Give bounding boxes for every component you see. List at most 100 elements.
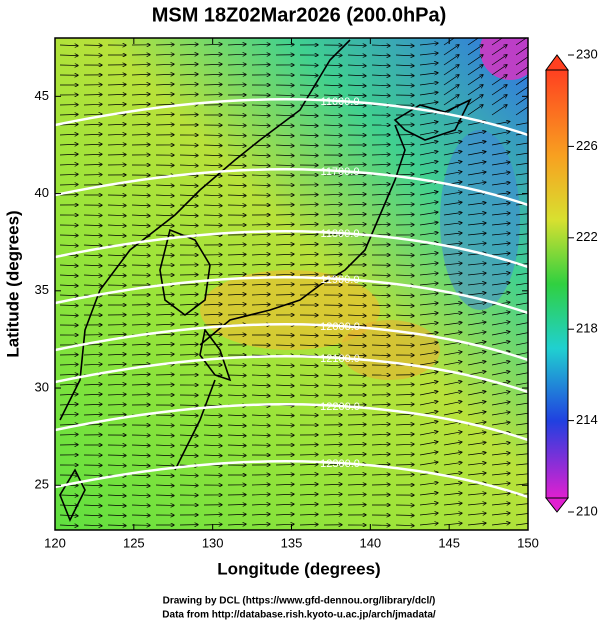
wind-arrow [83, 354, 102, 355]
wind-arrow [107, 525, 126, 526]
wind-arrow [59, 174, 78, 175]
wind-arrow [491, 443, 510, 446]
wind-arrow [347, 85, 366, 86]
wind-arrow [107, 354, 126, 355]
wind-arrow [419, 122, 438, 126]
wind-arrow [467, 381, 486, 386]
wind-arrow [83, 384, 102, 385]
wind-arrow [179, 195, 198, 196]
wind-arrow [515, 183, 528, 186]
wind-arrow [59, 184, 78, 185]
wind-arrow [131, 364, 150, 365]
wind-arrow [419, 212, 438, 216]
wind-arrow [299, 385, 318, 386]
colorbar-tick-label: 210 [576, 503, 598, 518]
wind-arrow [251, 365, 270, 366]
wind-arrow [467, 95, 483, 106]
wind-arrow [227, 314, 246, 315]
contour [55, 230, 528, 269]
wind-arrow [371, 414, 390, 415]
wind-arrow [491, 132, 510, 136]
wind-arrow [203, 175, 222, 176]
wind-arrow [251, 375, 270, 376]
wind-arrow [155, 445, 174, 446]
wind-arrow [227, 504, 246, 505]
wind-arrow [515, 253, 528, 256]
wind-arrow [419, 462, 438, 466]
wind-arrow [515, 45, 528, 56]
wind-arrow [83, 364, 102, 365]
wind-arrow [419, 421, 438, 426]
wind-arrow [155, 435, 174, 436]
wind-arrow [179, 294, 198, 295]
wind-arrow [467, 38, 483, 46]
wind-arrow [371, 424, 390, 425]
wind-arrow [179, 344, 198, 345]
wind-arrow [251, 54, 270, 55]
wind-arrow [395, 444, 414, 445]
wind-arrow [203, 195, 222, 196]
wind-arrow [467, 182, 486, 186]
wind-arrow [347, 355, 366, 356]
wind-arrow [491, 292, 510, 296]
wind-arrow [83, 225, 102, 226]
coast [199, 124, 406, 346]
wind-arrow [515, 473, 528, 476]
wind-arrow [275, 284, 294, 285]
wind-arrow [299, 224, 318, 225]
wind-arrow [443, 313, 462, 316]
wind-arrow [515, 142, 528, 146]
wind-arrow [395, 65, 414, 66]
wind-arrow [515, 312, 528, 316]
wind-arrow [131, 515, 150, 516]
wind-arrow [491, 332, 510, 336]
wind-arrow [515, 463, 528, 466]
wind-arrow [491, 402, 510, 406]
wind-arrow [323, 65, 342, 66]
wind-arrow [299, 375, 318, 376]
x-axis-label: Longitude (degrees) [217, 559, 380, 578]
wind-arrow [107, 265, 126, 266]
contour [55, 276, 528, 315]
wind-arrow [251, 274, 270, 275]
wind-arrow [347, 454, 366, 455]
wind-arrow [323, 105, 342, 106]
wind-arrow [155, 74, 174, 75]
wind-arrow [59, 164, 78, 165]
wind-arrow [179, 165, 198, 166]
wind-arrow [515, 272, 528, 276]
wind-arrow [419, 73, 438, 76]
contour-label: 11800.0 [321, 228, 360, 240]
wind-arrow [347, 424, 366, 425]
wind-arrow [251, 494, 270, 495]
wind-arrow [227, 165, 246, 166]
wind-arrow [227, 514, 246, 515]
wind-arrow [515, 362, 528, 366]
wind-arrow [227, 385, 246, 386]
wind-arrow [203, 435, 222, 436]
wind-arrow [371, 214, 390, 215]
wind-arrow [179, 354, 198, 355]
wind-arrow [323, 224, 342, 225]
wind-arrow [59, 424, 78, 425]
wind-arrow [203, 324, 222, 325]
wind-arrow [419, 483, 438, 486]
wind-arrow [467, 233, 486, 235]
wind-arrow [491, 342, 510, 346]
wind-arrow [323, 335, 342, 336]
wind-arrow [251, 135, 270, 136]
wind-arrow [515, 322, 528, 326]
wind-arrow [347, 444, 366, 445]
wind-arrow [107, 154, 126, 155]
wind-arrow [371, 444, 390, 445]
wind-arrow [227, 294, 246, 295]
contour [55, 98, 528, 137]
wind-arrow [59, 515, 78, 516]
wind-arrow [107, 374, 126, 375]
wind-arrow [443, 95, 459, 106]
wind-arrow [515, 522, 528, 526]
wind-arrow [179, 475, 198, 476]
wind-arrow [203, 294, 222, 295]
wind-arrow [107, 275, 126, 276]
